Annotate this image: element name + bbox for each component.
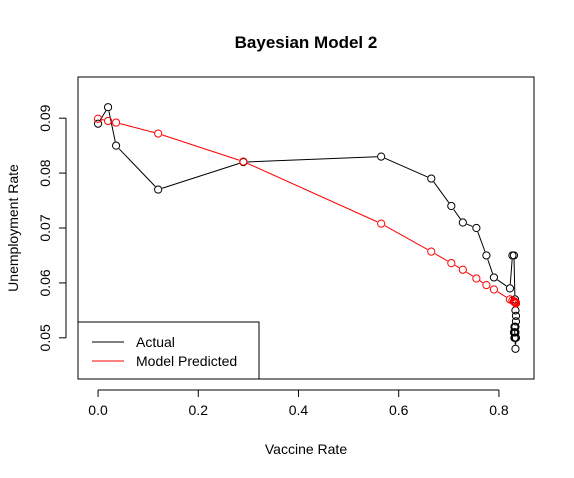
x-tick-label: 0.6 xyxy=(389,402,409,418)
series-predicted-segment xyxy=(162,134,240,161)
series-actual-point xyxy=(511,333,521,342)
series-actual-segment xyxy=(108,111,116,142)
series-predicted-point xyxy=(93,114,103,123)
chart-title: Bayesian Model 2 xyxy=(235,33,378,52)
series-actual-segment xyxy=(487,259,494,274)
series-actual-segment xyxy=(477,231,486,252)
series-actual-segment xyxy=(513,259,516,296)
y-axis-label: Unemployment Rate xyxy=(5,164,21,292)
series-actual-point xyxy=(511,317,521,326)
legend-label-actual: Actual xyxy=(136,334,175,350)
series-actual-point xyxy=(510,322,520,331)
x-axis-label: Vaccine Rate xyxy=(265,441,347,457)
series-actual-point xyxy=(489,273,499,282)
series-predicted-segment xyxy=(497,291,507,298)
legend-label-predicted: Model Predicted xyxy=(136,353,237,369)
y-tick-label: 0.09 xyxy=(37,104,53,131)
series-actual-point xyxy=(427,174,436,183)
series-predicted-segment xyxy=(479,280,484,284)
series-actual-segment xyxy=(384,157,428,178)
series-predicted-segment xyxy=(120,123,155,133)
series-predicted-point xyxy=(427,247,436,256)
series-predicted-point xyxy=(111,118,121,127)
series-predicted-segment xyxy=(454,264,460,269)
series-predicted-point xyxy=(447,259,456,268)
legend-box xyxy=(77,321,260,380)
series-actual-point xyxy=(482,251,491,260)
x-tick-label: 0.8 xyxy=(489,402,509,418)
x-tick-label: 0.0 xyxy=(88,402,108,418)
plot-area xyxy=(93,103,521,353)
series-actual-segment xyxy=(247,156,377,163)
series-actual-point xyxy=(377,152,386,161)
series-predicted-segment xyxy=(466,271,474,277)
series-actual-segment xyxy=(453,209,461,220)
series-actual-point xyxy=(509,251,519,260)
series-predicted-point xyxy=(472,274,481,283)
series-actual-point xyxy=(511,311,521,320)
series-actual-point xyxy=(447,201,456,211)
y-axis: 0.05 0.06 0.07 0.08 0.09 xyxy=(37,104,67,351)
series-predicted-segment xyxy=(434,253,448,262)
series-predicted-point xyxy=(103,116,113,126)
series-predicted-segment xyxy=(384,225,428,250)
series-actual-segment xyxy=(433,181,450,203)
series-actual-segment xyxy=(509,259,513,285)
plot-frame xyxy=(77,76,535,380)
series-predicted-point xyxy=(377,219,386,228)
x-tick-label: 0.2 xyxy=(189,402,209,418)
series-actual-point xyxy=(472,223,481,233)
series-predicted-point xyxy=(489,285,499,294)
series-actual-segment xyxy=(466,223,473,227)
y-tick-label: 0.05 xyxy=(37,324,53,351)
legend: Actual Model Predicted xyxy=(77,321,260,380)
y-tick-label: 0.06 xyxy=(37,269,53,296)
series-predicted-point xyxy=(482,281,491,290)
series-predicted-segment xyxy=(246,162,378,223)
series-actual-point xyxy=(505,284,515,293)
series-actual-point xyxy=(510,328,519,337)
series-actual-segment xyxy=(118,148,156,187)
x-tick-label: 0.4 xyxy=(289,402,309,418)
x-axis: 0.0 0.2 0.4 0.6 0.8 xyxy=(88,389,509,418)
series-actual-point xyxy=(111,141,121,150)
series-actual-segment xyxy=(497,279,507,287)
series-actual-point xyxy=(103,103,113,112)
series-actual-point xyxy=(154,185,163,194)
series-actual-segment xyxy=(162,162,240,189)
series-predicted-point xyxy=(510,297,519,306)
series-actual-point xyxy=(93,119,103,128)
y-tick-label: 0.08 xyxy=(37,159,53,186)
y-tick-label: 0.07 xyxy=(37,214,53,241)
series-predicted-point xyxy=(154,129,163,138)
series-predicted-point xyxy=(239,157,248,166)
series-predicted-point xyxy=(458,265,467,274)
series-actual-point xyxy=(458,218,467,227)
series-actual-point xyxy=(511,344,520,353)
